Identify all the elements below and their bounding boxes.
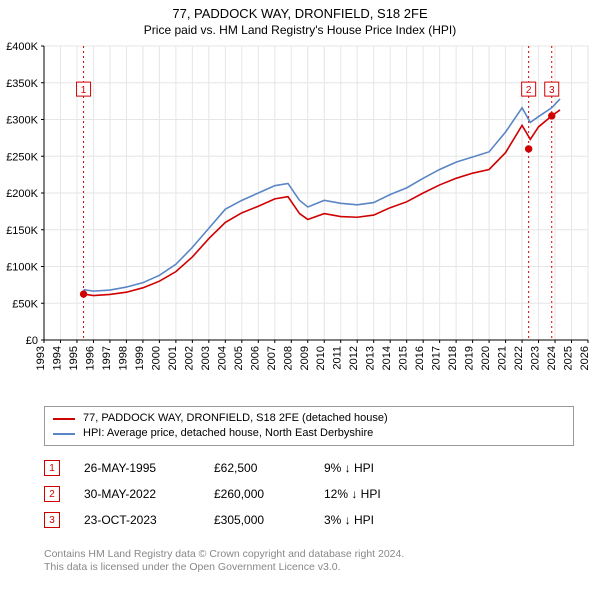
svg-text:£350K: £350K <box>6 78 38 90</box>
x-tick-label: 2009 <box>299 346 311 370</box>
event-date: 23-OCT-2023 <box>84 513 214 527</box>
svg-text:3: 3 <box>549 85 555 96</box>
attribution-line: This data is licensed under the Open Gov… <box>44 561 404 574</box>
attribution-line: Contains HM Land Registry data © Crown c… <box>44 548 404 561</box>
x-tick-label: 2007 <box>266 346 278 370</box>
x-tick-label: 2003 <box>200 346 212 370</box>
attribution: Contains HM Land Registry data © Crown c… <box>44 548 404 574</box>
x-tick-label: 2019 <box>464 346 476 370</box>
x-tick-label: 2006 <box>249 346 261 370</box>
svg-text:£100K: £100K <box>6 262 38 274</box>
x-tick-label: 2012 <box>348 346 360 370</box>
sale-event-row: 3 23-OCT-2023£305,0003% ↓ HPI <box>44 512 381 528</box>
event-price: £260,000 <box>214 487 324 501</box>
page-title: 77, PADDOCK WAY, DRONFIELD, S18 2FE <box>0 6 600 21</box>
sale-event-row: 1 26-MAY-1995£62,5009% ↓ HPI <box>44 460 381 476</box>
legend-swatch <box>53 433 75 435</box>
svg-text:£150K: £150K <box>6 225 38 237</box>
page-subtitle: Price paid vs. HM Land Registry's House … <box>0 23 600 37</box>
x-tick-label: 2023 <box>530 346 542 370</box>
x-tick-label: 2008 <box>282 346 294 370</box>
event-price: £62,500 <box>214 461 324 475</box>
x-tick-label: 1999 <box>134 346 146 370</box>
event-marker: 2 <box>44 486 60 502</box>
x-tick-label: 1993 <box>35 346 47 370</box>
event-marker: 3 <box>44 512 60 528</box>
x-tick-label: 2021 <box>497 346 509 370</box>
sale-events: 1 26-MAY-1995£62,5009% ↓ HPI 2 30-MAY-2022£… <box>44 450 381 528</box>
x-tick-label: 2002 <box>183 346 195 370</box>
event-price: £305,000 <box>214 513 324 527</box>
x-tick-label: 1994 <box>51 346 63 370</box>
sale-event-row: 2 30-MAY-2022£260,00012% ↓ HPI <box>44 486 381 502</box>
x-tick-label: 2013 <box>365 346 377 370</box>
x-tick-label: 2024 <box>546 346 558 370</box>
x-tick-label: 2000 <box>150 346 162 370</box>
legend-item: HPI: Average price, detached house, Nort… <box>53 426 565 441</box>
price-chart: £0 £50K £100K £150K £200K £250K £300K £350K £400… <box>0 40 600 400</box>
legend-label: HPI: Average price, detached house, Nort… <box>83 426 373 441</box>
x-tick-label: 2022 <box>513 346 525 370</box>
x-tick-label: 1997 <box>101 346 113 370</box>
svg-text:£250K: £250K <box>6 151 38 163</box>
x-tick-label: 1996 <box>84 346 96 370</box>
event-diff: 3% ↓ HPI <box>324 513 374 527</box>
svg-text:1: 1 <box>81 85 87 96</box>
x-tick-label: 2001 <box>167 346 179 370</box>
series-price_paid <box>84 110 560 296</box>
event-diff: 9% ↓ HPI <box>324 461 374 475</box>
svg-text:£200K: £200K <box>6 188 38 200</box>
svg-text:£300K: £300K <box>6 115 38 127</box>
x-tick-label: 2025 <box>563 346 575 370</box>
x-tick-label: 2010 <box>315 346 327 370</box>
svg-text:2: 2 <box>526 85 532 96</box>
x-tick-label: 2005 <box>233 346 245 370</box>
event-date: 30-MAY-2022 <box>84 487 214 501</box>
x-tick-label: 2026 <box>579 346 591 370</box>
legend-item: 77, PADDOCK WAY, DRONFIELD, S18 2FE (det… <box>53 411 565 426</box>
legend: 77, PADDOCK WAY, DRONFIELD, S18 2FE (det… <box>44 406 574 446</box>
x-tick-label: 2018 <box>447 346 459 370</box>
x-tick-label: 2004 <box>216 346 228 370</box>
series-hpi <box>84 99 560 291</box>
x-tick-label: 2014 <box>381 346 393 370</box>
x-tick-label: 2016 <box>414 346 426 370</box>
legend-swatch <box>53 418 75 420</box>
x-tick-label: 2011 <box>332 346 344 370</box>
x-tick-label: 1998 <box>117 346 129 370</box>
svg-text:£50K: £50K <box>12 298 38 310</box>
legend-label: 77, PADDOCK WAY, DRONFIELD, S18 2FE (det… <box>83 411 388 426</box>
x-tick-label: 1995 <box>68 346 80 370</box>
x-tick-label: 2015 <box>398 346 410 370</box>
svg-text:£0: £0 <box>26 335 38 347</box>
svg-text:£400K: £400K <box>6 41 38 53</box>
event-diff: 12% ↓ HPI <box>324 487 381 501</box>
x-tick-label: 2017 <box>431 346 443 370</box>
x-tick-label: 2020 <box>480 346 492 370</box>
event-marker: 1 <box>44 460 60 476</box>
event-date: 26-MAY-1995 <box>84 461 214 475</box>
